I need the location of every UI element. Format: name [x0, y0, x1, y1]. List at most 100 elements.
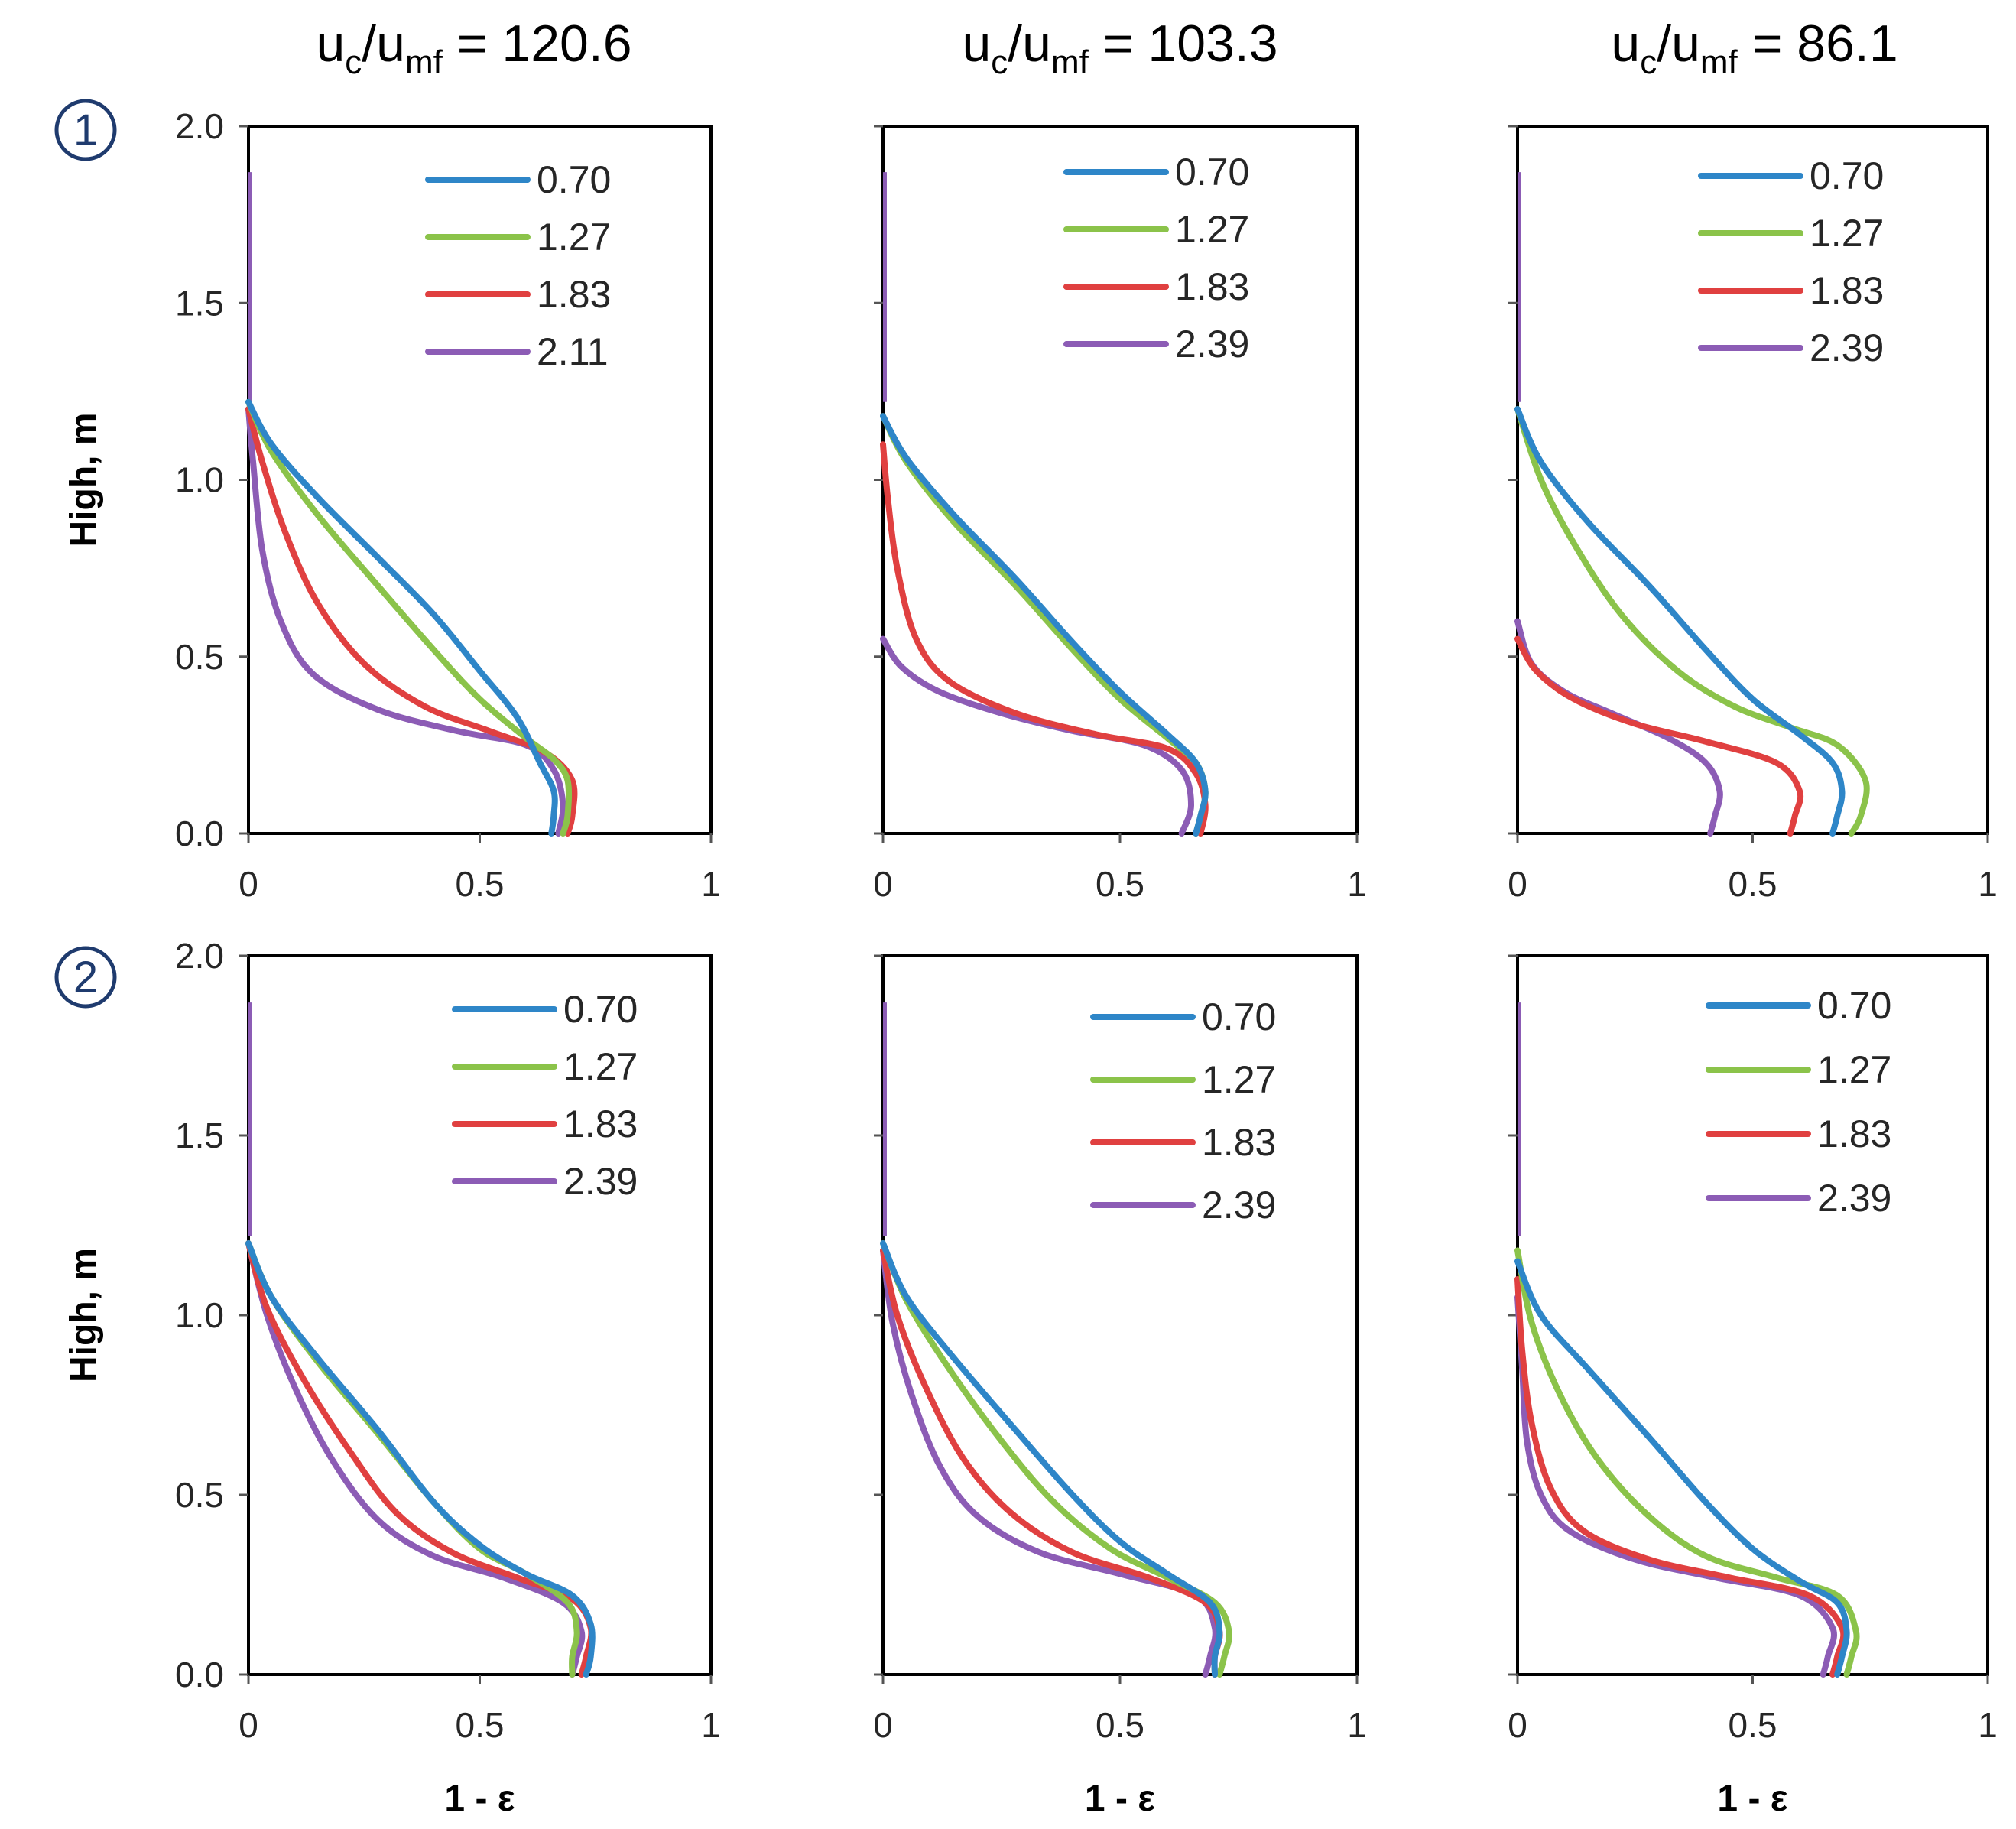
column-title-part: /u	[362, 15, 405, 73]
row-marker-label-1: 1	[73, 106, 98, 155]
x-tick-label: 0.5	[1729, 864, 1777, 904]
panel-r2-c1: 0.0 0.5 1.0 1.5 2.0 0 0.5 1 0.70 1.27 1.83 2.39	[175, 936, 721, 1745]
legend-label: 1.83	[1202, 1121, 1276, 1164]
row-marker-label-2: 2	[73, 953, 98, 1002]
legend-label: 2.39	[563, 1160, 638, 1203]
panel-r1-c2: 0 0.5 1 0.70 1.27 1.83 2.39	[873, 125, 1367, 904]
legend-label: 0.70	[1810, 154, 1884, 197]
x-tick-label: 0	[873, 864, 893, 904]
x-tick-label: 0.5	[1096, 864, 1144, 904]
row-marker-circle-1	[54, 99, 117, 161]
series-line-1-27	[880, 1240, 1233, 1678]
series-line-1-27	[1514, 406, 1870, 837]
y-tick-label: 0.0	[175, 814, 224, 853]
legend-label: 1.83	[1175, 265, 1249, 308]
series-line-1-83	[1514, 1276, 1847, 1678]
column-title-part: c	[991, 44, 1008, 81]
series-line-2-39	[245, 1240, 586, 1678]
x-tick-label: 1	[701, 864, 721, 904]
x-tick-label: 0	[239, 864, 258, 904]
x-axis-title-col-2: 1 - ε	[1085, 1779, 1155, 1819]
column-title-3: uc/umf = 86.1	[1611, 15, 1898, 81]
panel-r1-c1: 0.0 0.5 1.0 1.5 2.0 0 0.5 1 0.70 1.27 1.83 2.11	[175, 106, 721, 904]
series-line-0-70	[245, 1240, 596, 1678]
y-tick-label: 2.0	[175, 936, 224, 976]
column-title-part: mf	[1051, 44, 1089, 81]
x-tick-label: 0.5	[1096, 1705, 1144, 1745]
series-line-2-39	[880, 1247, 1219, 1678]
x-tick-label: 0	[1508, 1705, 1527, 1745]
y-tick-label: 2.0	[175, 106, 224, 146]
legend-label: 2.39	[1175, 323, 1249, 365]
legend-label: 0.70	[1817, 984, 1891, 1027]
legend-label: 0.70	[1202, 996, 1276, 1038]
x-tick-label: 1	[1978, 1705, 1998, 1745]
series-line-2-11	[245, 406, 566, 837]
x-tick-label: 1	[701, 1705, 721, 1745]
column-title-part: c	[1640, 44, 1657, 81]
panel-r2-c3: 0 0.5 1 0.70 1.27 1.83 2.39	[1508, 954, 1998, 1745]
series-line-1-83	[880, 441, 1209, 837]
column-title-part: = 86.1	[1738, 15, 1898, 73]
column-title-part: /u	[1008, 15, 1051, 73]
series-line-2-39	[880, 635, 1194, 837]
column-title-part: u	[1611, 15, 1640, 73]
legend-label: 1.27	[537, 216, 611, 258]
series-line-2-39	[1514, 618, 1723, 837]
row-marker-circle-2	[54, 946, 117, 1009]
y-axis-title-row-1: High, m	[63, 413, 104, 547]
column-title-2: uc/umf = 103.3	[962, 15, 1277, 81]
x-tick-label: 1	[1347, 1705, 1367, 1745]
series-line-0-70	[880, 413, 1209, 837]
plot-frame	[1516, 954, 1989, 1676]
x-tick-label: 0	[1508, 864, 1527, 904]
series-line-1-83	[1514, 635, 1804, 837]
series-line-0-70	[1514, 406, 1846, 837]
legend-label: 1.83	[537, 273, 611, 316]
y-axis-title-row-2: High, m	[63, 1248, 104, 1382]
column-title-part: u	[962, 15, 991, 73]
panel-r2-c2: 0 0.5 1 0.70 1.27 1.83 2.39	[873, 954, 1367, 1745]
x-tick-label: 0.5	[456, 1705, 505, 1745]
x-tick-label: 1	[1347, 864, 1367, 904]
series-line-1-27	[880, 413, 1209, 837]
y-tick-label: 0.5	[175, 1475, 224, 1515]
column-title-part: c	[345, 44, 362, 81]
x-tick-label: 1	[1978, 864, 1998, 904]
legend-label: 1.83	[563, 1103, 638, 1145]
legend-label: 2.11	[537, 330, 609, 373]
legend-label: 1.27	[1817, 1048, 1891, 1091]
legend-label: 1.27	[1175, 208, 1249, 251]
series-line-2-39	[1514, 1294, 1837, 1678]
column-title-part: u	[316, 15, 345, 73]
legend-label: 0.70	[1175, 151, 1249, 193]
legend-label: 1.27	[563, 1045, 638, 1088]
y-tick-label: 1.5	[175, 283, 224, 323]
legend-label: 1.27	[1202, 1058, 1276, 1101]
legend-label: 2.39	[1202, 1184, 1276, 1226]
x-tick-label: 0.5	[1729, 1705, 1777, 1745]
legend-label: 0.70	[563, 988, 638, 1031]
y-tick-label: 1.0	[175, 1295, 224, 1335]
series-line-1-83	[880, 1247, 1223, 1678]
series-line-0-70	[1514, 1258, 1850, 1678]
y-tick-label: 1.5	[175, 1116, 224, 1155]
x-axis-title-col-3: 1 - ε	[1717, 1779, 1787, 1819]
column-title-part: = 120.6	[443, 15, 632, 73]
series-line-1-83	[245, 406, 578, 837]
y-tick-label: 0.5	[175, 637, 224, 677]
legend-label: 2.39	[1810, 326, 1884, 369]
series-line-1-27	[1514, 1247, 1860, 1678]
x-axis-title-col-1: 1 - ε	[444, 1779, 515, 1819]
legend-label: 1.83	[1817, 1113, 1891, 1155]
y-tick-label: 0.0	[175, 1655, 224, 1694]
x-tick-label: 0.5	[456, 864, 505, 904]
y-tick-label: 1.0	[175, 460, 224, 500]
column-title-1: uc/umf = 120.6	[316, 15, 631, 81]
series-line-1-27	[245, 1240, 580, 1678]
series-line-0-70	[245, 398, 558, 837]
legend-label: 1.27	[1810, 212, 1884, 255]
x-tick-label: 0	[873, 1705, 893, 1745]
legend-label: 1.83	[1810, 269, 1884, 312]
